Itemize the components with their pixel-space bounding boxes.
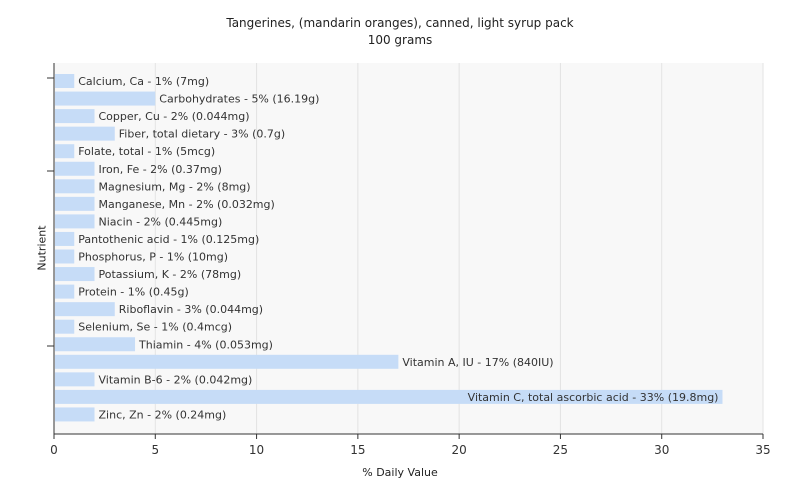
- bar: [55, 91, 156, 106]
- bar: [55, 284, 75, 299]
- bar: [55, 389, 723, 404]
- bar: [55, 249, 75, 264]
- x-tick-label: 10: [249, 443, 264, 457]
- x-tick-label: 25: [553, 443, 568, 457]
- bar-label: Copper, Cu - 2% (0.044mg): [99, 110, 250, 123]
- bar: [55, 214, 95, 229]
- bar-label: Calcium, Ca - 1% (7mg): [78, 75, 209, 88]
- bar: [55, 354, 399, 369]
- bar-label: Magnesium, Mg - 2% (8mg): [99, 180, 251, 193]
- chart-title: Tangerines, (mandarin oranges), canned, …: [226, 16, 574, 30]
- bar: [55, 319, 75, 334]
- bar-label: Protein - 1% (0.45g): [78, 286, 189, 299]
- bar: [55, 267, 95, 282]
- plot-background: [54, 63, 763, 434]
- bar: [55, 161, 95, 176]
- bar-label: Phosphorus, P - 1% (10mg): [78, 251, 228, 264]
- bar-label: Vitamin A, IU - 17% (840IU): [402, 356, 553, 369]
- bar: [55, 337, 136, 352]
- bar-label: Riboflavin - 3% (0.044mg): [119, 303, 263, 316]
- bar: [55, 302, 115, 317]
- x-tick-label: 0: [50, 443, 58, 457]
- bar: [55, 196, 95, 211]
- bar: [55, 74, 75, 88]
- bar-label: Vitamin C, total ascorbic acid - 33% (19…: [468, 391, 719, 404]
- bar-label: Vitamin B-6 - 2% (0.042mg): [99, 373, 253, 386]
- bar-label: Carbohydrates - 5% (16.19g): [159, 93, 319, 106]
- bar: [55, 231, 75, 246]
- bar-label: Selenium, Se - 1% (0.4mcg): [78, 321, 232, 334]
- bar: [55, 372, 95, 387]
- bar: [55, 407, 95, 422]
- x-tick-label: 30: [654, 443, 669, 457]
- bar: [55, 179, 95, 194]
- y-axis-label: Nutrient: [35, 225, 49, 271]
- bar-label: Manganese, Mn - 2% (0.032mg): [99, 198, 275, 211]
- bar: [55, 109, 95, 124]
- bar-label: Pantothenic acid - 1% (0.125mg): [78, 233, 259, 246]
- bar-label: Folate, total - 1% (5mcg): [78, 145, 215, 158]
- bar-label: Iron, Fe - 2% (0.37mg): [99, 163, 222, 176]
- x-axis-label: % Daily Value: [362, 466, 438, 479]
- bar-label: Thiamin - 4% (0.053mg): [138, 338, 273, 351]
- bar-label: Potassium, K - 2% (78mg): [99, 268, 242, 281]
- bar-label: Niacin - 2% (0.445mg): [99, 215, 223, 228]
- bar: [55, 144, 75, 159]
- bar: [55, 126, 115, 141]
- x-tick-label: 20: [452, 443, 467, 457]
- x-tick-label: 15: [350, 443, 365, 457]
- x-tick-label: 35: [755, 443, 770, 457]
- x-tick-label: 5: [151, 443, 159, 457]
- bar-label: Fiber, total dietary - 3% (0.7g): [119, 128, 285, 141]
- bar-label: Zinc, Zn - 2% (0.24mg): [99, 408, 227, 421]
- chart-subtitle: 100 grams: [367, 33, 433, 47]
